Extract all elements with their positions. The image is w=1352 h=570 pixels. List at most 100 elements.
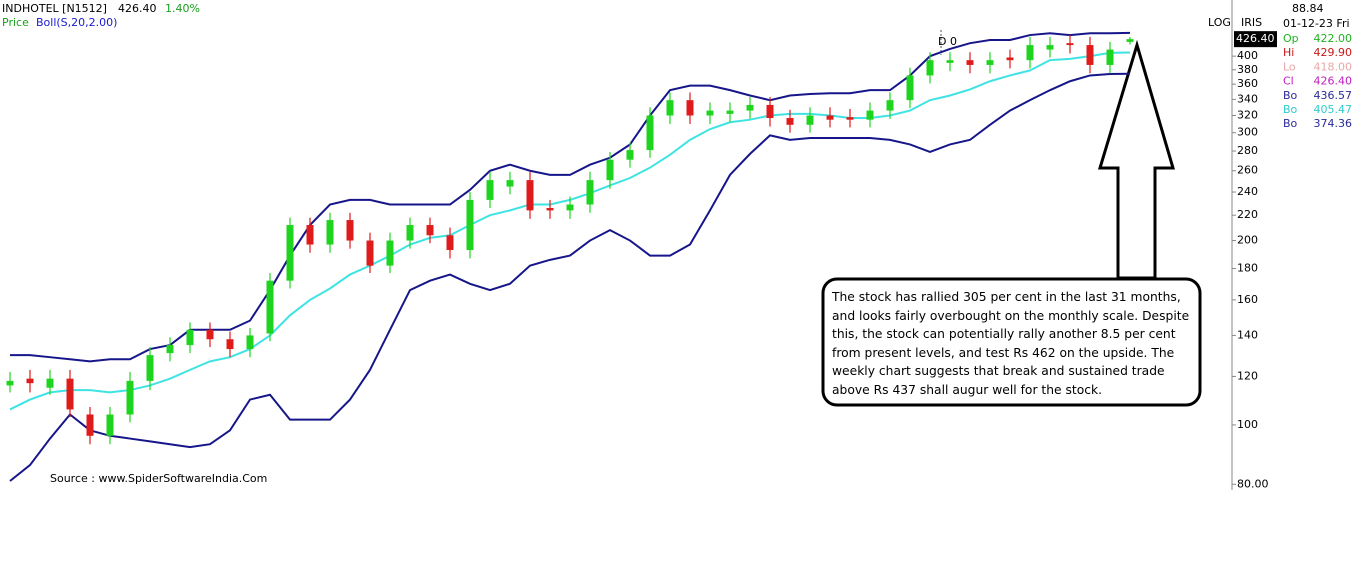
panel-value: 418.00 [1314, 60, 1352, 73]
y-tick-label: 80.00 [1237, 477, 1269, 490]
y-tick-label: 120 [1237, 369, 1258, 382]
annotation-box [821, 277, 1202, 407]
candle-body [486, 180, 494, 200]
candle-body [1106, 49, 1114, 65]
candle-body [666, 100, 674, 116]
bollinger-band [10, 31, 1131, 363]
price-tag: 426.40 [1236, 32, 1275, 45]
chart-title: INDHOTEL [N1512] [2, 2, 107, 15]
candle-body [986, 60, 994, 65]
candle-body [66, 378, 74, 410]
candle-body [306, 225, 314, 245]
candle-body [846, 117, 854, 120]
y-tick-label: 160 [1237, 293, 1258, 306]
candle-body [106, 414, 114, 436]
y-tick-label: 400 [1237, 49, 1258, 62]
candle-body [366, 240, 374, 266]
candle-body [726, 110, 734, 114]
panel-value: 405.47 [1314, 103, 1352, 116]
source: Source : www.SpiderSoftwareIndia.Com [50, 472, 267, 485]
y-tick-label: 140 [1237, 328, 1258, 341]
candle-body [186, 329, 194, 346]
candle-body [686, 100, 694, 116]
candle-body [546, 208, 554, 211]
y-tick-label: 280 [1237, 144, 1258, 157]
y-tick-label: 380 [1237, 63, 1258, 76]
bollinger-band [9, 72, 1131, 482]
candle-body [566, 204, 574, 211]
panel-label: Bo [1283, 89, 1298, 102]
candle-body [346, 220, 354, 241]
panel-value: 422.00 [1314, 32, 1352, 45]
candle-body [946, 60, 954, 63]
candle-body [806, 115, 814, 125]
candle-body [506, 180, 514, 187]
candle-body [1066, 43, 1074, 46]
candle-body [646, 115, 654, 151]
candle-body [466, 199, 474, 251]
candle-body [446, 235, 454, 251]
candle-body [6, 380, 14, 386]
candle-body [586, 180, 594, 205]
y-tick-label: 360 [1237, 77, 1258, 90]
arrow [1097, 39, 1176, 280]
candle-body [746, 104, 754, 111]
candle-body [866, 110, 874, 120]
candle-body [706, 110, 714, 116]
panel-value: 426.40 [1314, 75, 1352, 88]
annotation: The stock has rallied 305 per cent in th… [832, 290, 1190, 397]
candle-body [966, 60, 974, 65]
candle-body [386, 240, 394, 266]
indicator-label: IRIS [1241, 16, 1262, 29]
y-tick-label: 300 [1237, 126, 1258, 139]
panel-label: Hi [1283, 46, 1294, 59]
candle-body [226, 339, 234, 350]
panel-value: 429.90 [1314, 46, 1352, 59]
candle-body [326, 220, 334, 245]
candle-body [626, 150, 634, 160]
candle-body [426, 225, 434, 236]
candle-body [86, 414, 94, 436]
legend-indicator: Boll(S,20,2.00) [36, 16, 117, 29]
candle-body [266, 280, 274, 334]
info-panel: 88.84 01-12-23 Fri Op 422.00 Hi 429.90 Lo 418.0… [1283, 2, 1352, 130]
legend-price: Price [2, 16, 29, 29]
candle-body [46, 378, 54, 388]
scale-label: LOG [1208, 16, 1231, 29]
panel-value: 436.57 [1314, 89, 1352, 102]
panel-label: Bo [1283, 117, 1298, 130]
candle-body [766, 104, 774, 119]
candle-body [126, 380, 134, 415]
candle-body [1006, 57, 1014, 61]
price-tag-bg [1234, 31, 1277, 48]
y-tick-label: 220 [1237, 208, 1258, 221]
y-tick-label: 100 [1237, 418, 1258, 431]
candle-body [206, 329, 214, 340]
candle-body [826, 115, 834, 120]
candle-body [606, 159, 614, 181]
candle-body [1086, 45, 1094, 65]
candle-body [166, 345, 174, 354]
y-tick-label: 180 [1237, 262, 1258, 275]
candle-body [526, 180, 534, 211]
candle-body [926, 60, 934, 76]
panel-label: Op [1283, 32, 1299, 45]
y-tick-label: 260 [1237, 164, 1258, 177]
candle-body [286, 225, 294, 281]
panel-value: 374.36 [1314, 117, 1352, 130]
panel-top: 88.84 [1292, 2, 1324, 15]
candle-body [246, 335, 254, 350]
y-tick-label: 200 [1237, 234, 1258, 247]
candle-body [906, 75, 914, 101]
candle-body [26, 378, 34, 384]
y-tick-label: 240 [1237, 185, 1258, 198]
marker-label: D 0 [938, 35, 957, 48]
change-text: 1.40% [165, 2, 200, 15]
panel-label: Bo [1283, 103, 1298, 116]
candle-body [1046, 45, 1054, 50]
candle-body [1126, 39, 1134, 42]
panel-date: 01-12-23 Fri [1283, 17, 1350, 30]
price-text: 426.40 [118, 2, 157, 15]
